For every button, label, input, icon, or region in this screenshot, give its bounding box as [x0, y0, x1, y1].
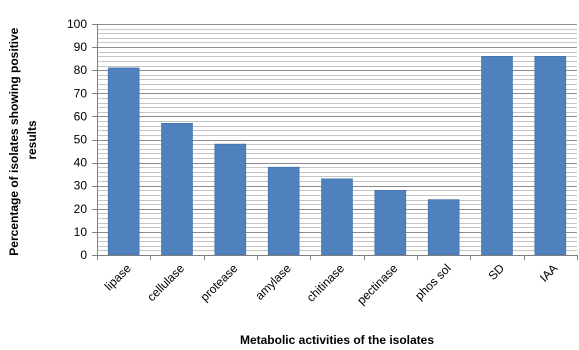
- bar-protease: [214, 143, 247, 256]
- y-axis-title-line-1: Percentage of isolates showing positive: [7, 27, 21, 255]
- y-tick-label: 90: [74, 40, 88, 54]
- x-tick-label: phos sol: [412, 261, 454, 303]
- x-axis-title: Metabolic activities of the isolates: [240, 333, 434, 347]
- bar-phos-sol: [427, 199, 460, 256]
- bar-IAA: [534, 55, 567, 256]
- bar-SD: [481, 55, 513, 256]
- bar-amylase: [267, 166, 300, 256]
- x-tick-label: pectinase: [354, 261, 400, 307]
- y-tick-label: 0: [80, 248, 87, 262]
- y-tick-label: 40: [74, 156, 88, 170]
- x-tick-label: lipase: [102, 261, 134, 293]
- x-tick-label: cellulase: [144, 261, 187, 304]
- bar-pectinase: [374, 190, 407, 256]
- x-tick-label: protease: [198, 261, 241, 304]
- y-tick-label: 60: [74, 109, 88, 123]
- y-tick-label: 100: [67, 17, 87, 31]
- y-tick-label: 70: [74, 86, 88, 100]
- bars: [107, 55, 567, 256]
- y-tick-label: 30: [74, 179, 88, 193]
- y-tick-label: 10: [74, 225, 88, 239]
- x-tick-label: amylase: [252, 261, 294, 303]
- y-tick-label: 80: [74, 63, 88, 77]
- bar-lipase: [107, 67, 140, 256]
- x-tick-label: chitinase: [304, 261, 348, 305]
- bar-chitinase: [321, 178, 353, 256]
- y-tick-labels: 0 10 20 30 40 50 60 70 80 90 100: [67, 17, 87, 262]
- y-tick-label: 20: [74, 202, 88, 216]
- x-tick-label: IAA: [537, 261, 561, 285]
- x-tick-labels: lipase cellulase protease amylase chitinase p…: [102, 261, 561, 307]
- x-tick-label: SD: [485, 261, 507, 283]
- y-tick-label: 50: [74, 133, 88, 147]
- y-axis-title: Percentage of isolates showing positive …: [7, 24, 39, 255]
- axes: [92, 24, 578, 260]
- y-axis-title-line-2: results: [25, 120, 39, 160]
- bar-cellulase: [161, 123, 193, 256]
